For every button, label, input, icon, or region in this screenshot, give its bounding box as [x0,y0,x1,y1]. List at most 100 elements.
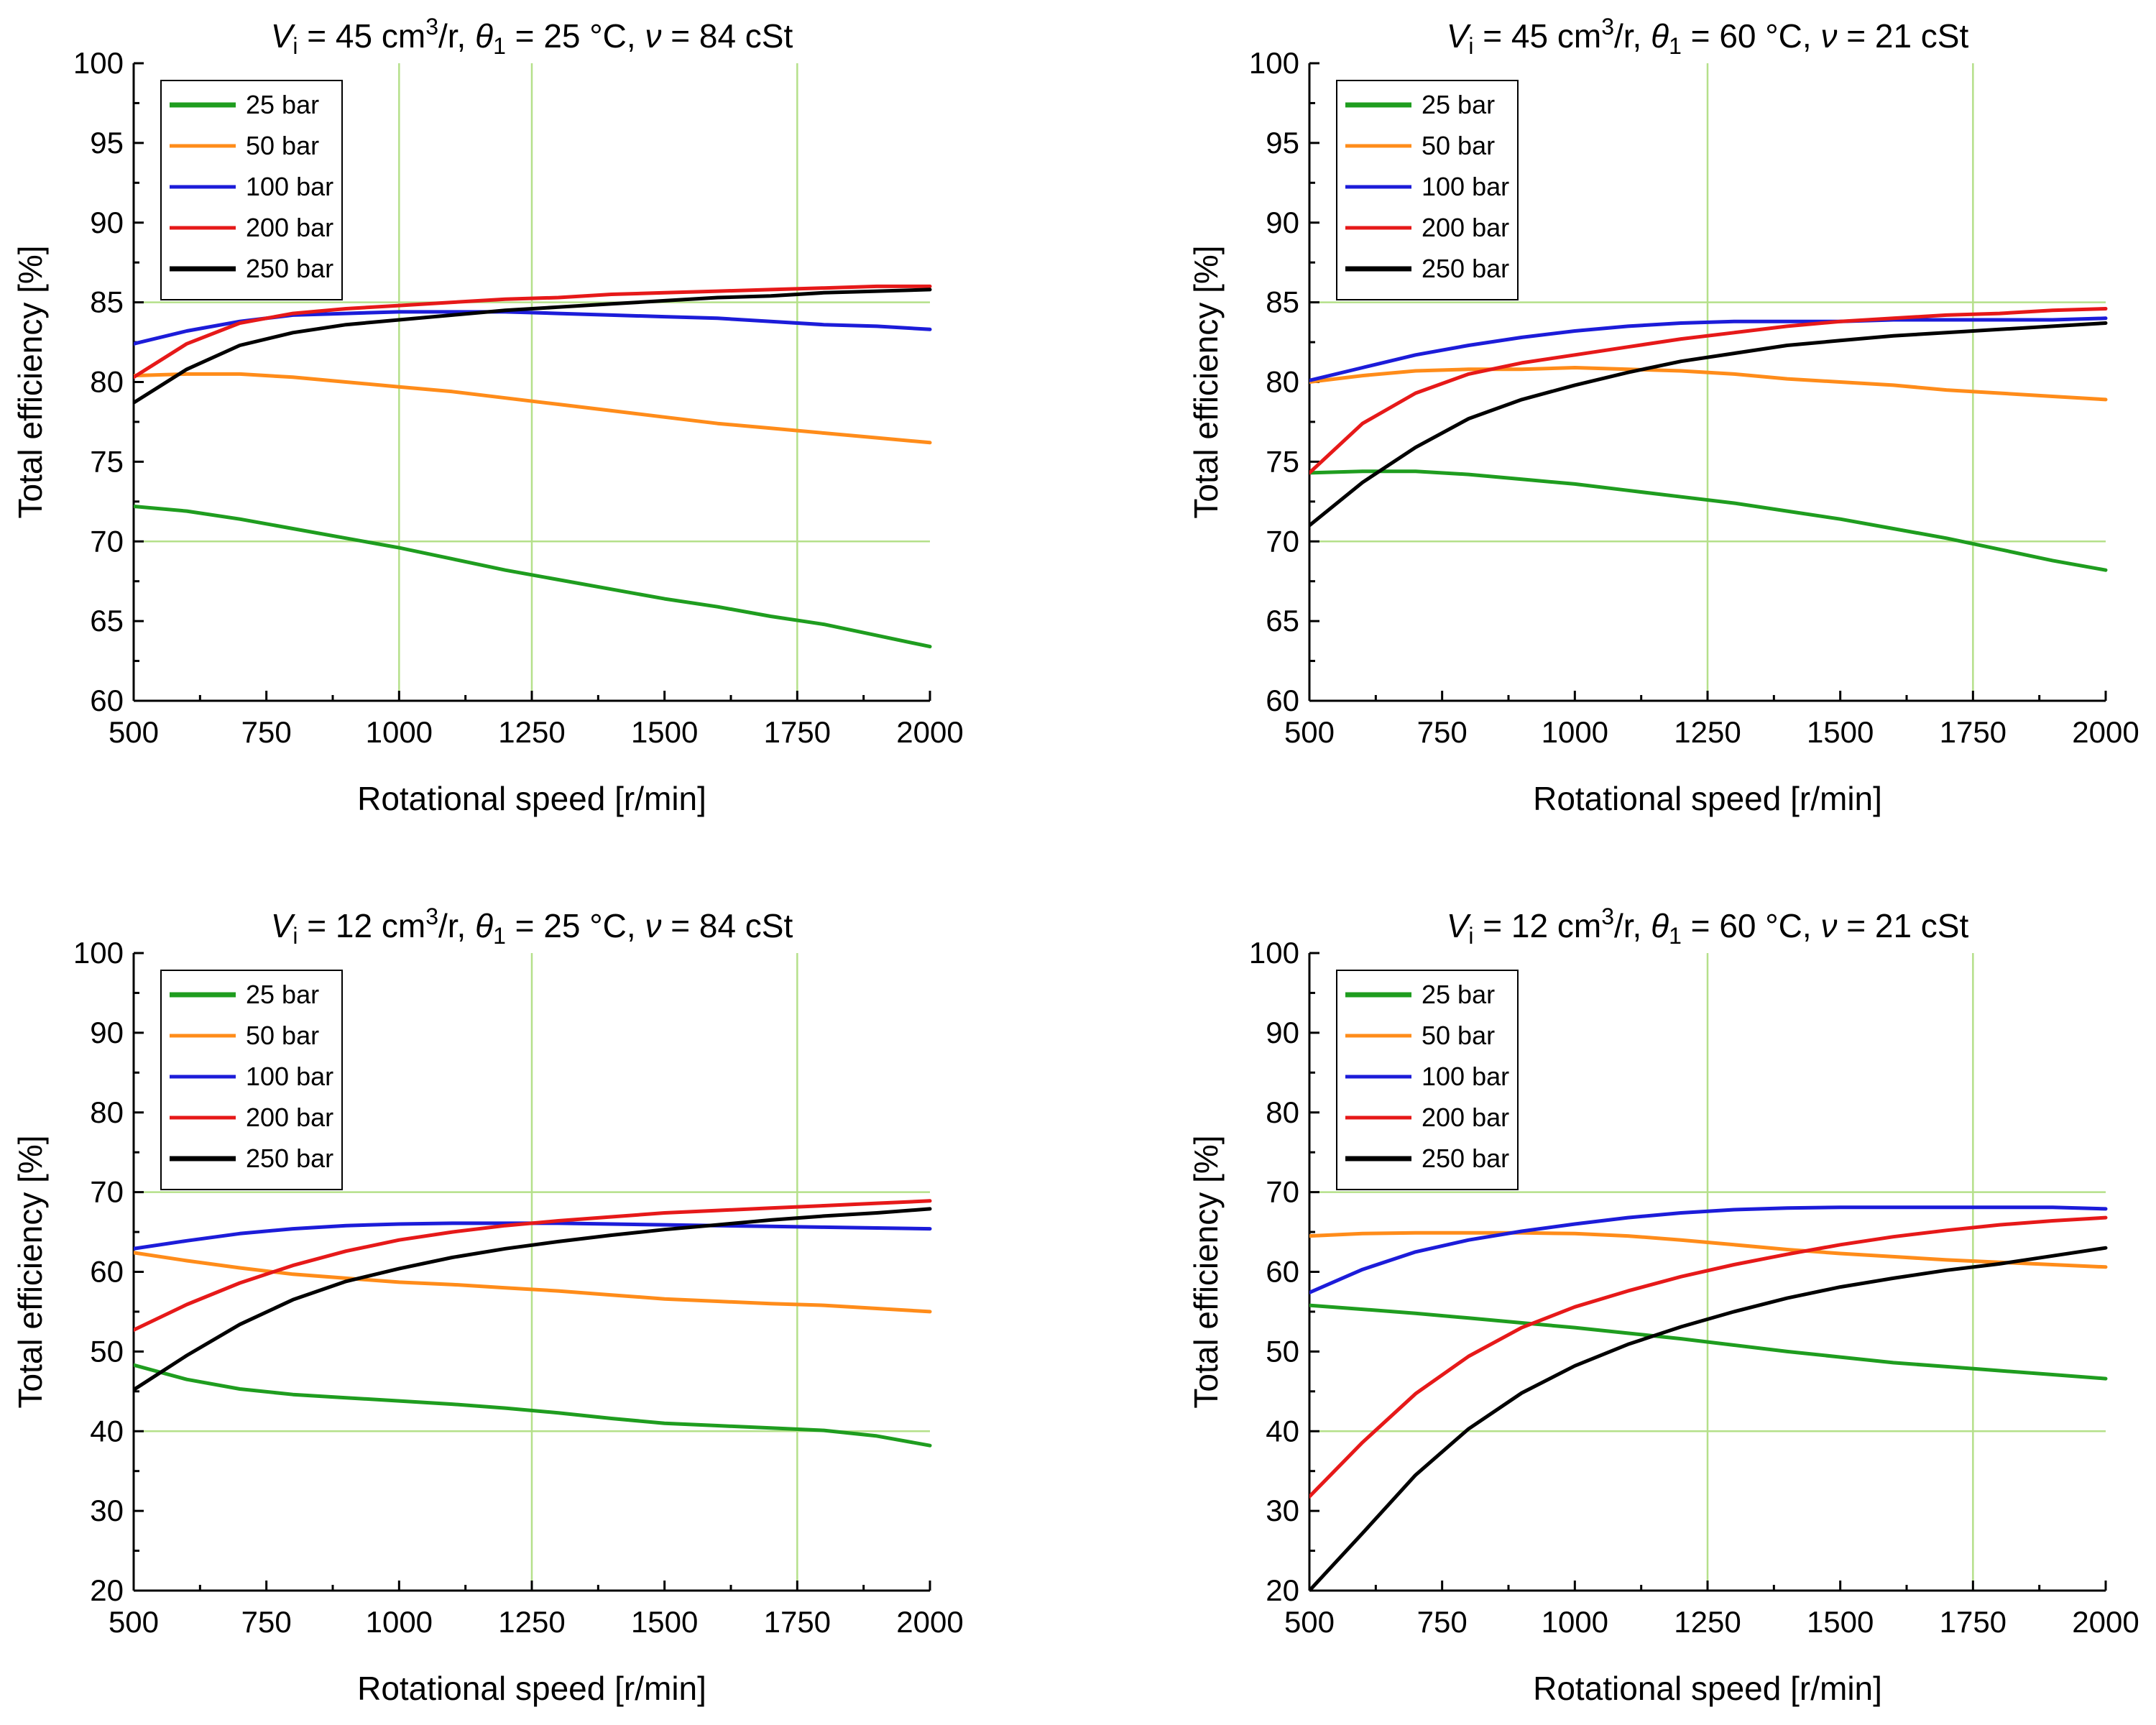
legend-label: 200 bar [1422,213,1509,242]
y-tick-label: 20 [90,1573,124,1607]
title-text: = 84 cSt [661,907,793,944]
series-line-50-bar [134,372,932,445]
x-tick-label: 1750 [764,715,831,749]
y-tick-label: 100 [1249,46,1299,80]
y-tick-label: 65 [90,604,124,638]
x-tick-label: 500 [109,1605,159,1639]
title-subscript-1: 1 [493,33,506,59]
x-tick-label: 750 [241,715,292,749]
x-tick-label: 750 [1417,715,1468,749]
title-text: /r, [438,907,475,944]
x-tick-label: 1750 [1940,715,2007,749]
title-subscript-1: 1 [493,923,506,949]
series-line-200-bar [134,284,932,380]
legend-label: 25 bar [246,980,319,1009]
y-tick-label: 70 [1266,1175,1299,1209]
y-tick-label: 100 [73,46,124,80]
title-text: = 25 °C, [506,17,645,55]
y-axis-title: Total efficiency [%] [1187,1135,1225,1408]
x-tick-label: 750 [1417,1605,1468,1639]
x-tick-label: 1500 [631,1605,698,1639]
title-symbol-theta: θ [1651,907,1669,944]
title-symbol-nu: ν [1820,17,1837,55]
legend-label: 50 bar [246,131,319,160]
x-tick-label: 1000 [366,1605,433,1639]
series-line-50-bar [134,1251,932,1314]
x-tick-label: 500 [1284,1605,1335,1639]
series-line-200-bar [134,1199,932,1332]
title-text: = 45 cm [1474,17,1602,55]
title-subscript-1: 1 [1669,33,1682,59]
y-tick-label: 70 [90,524,124,558]
title-text: = 21 cSt [1837,907,1968,944]
legend-label: 200 bar [1422,1103,1509,1132]
y-tick-label: 30 [90,1494,124,1527]
x-tick-label: 1000 [1542,1605,1608,1639]
y-tick-label: 65 [1266,604,1299,638]
y-tick-label: 90 [90,206,124,239]
series-line-250-bar [1309,321,2108,528]
x-tick-label: 2000 [2072,1605,2139,1639]
legend-label: 250 bar [1422,254,1509,283]
y-tick-label: 90 [1266,1016,1299,1049]
title-symbol-v: V [1447,907,1472,944]
x-tick-label: 1250 [1674,715,1741,749]
series-line-200-bar [1309,1215,2108,1499]
title-symbol-nu: ν [645,17,661,55]
series-line-100-bar [1309,316,2108,382]
chart-panel-4: 500 750 1000 1250 1500 1750 2000 20 30 40 50 60 70 80… [1187,903,2139,1707]
x-tick-label: 1500 [1807,715,1874,749]
legend-label: 200 bar [246,1103,333,1132]
x-tick-label: 2000 [896,715,963,749]
y-tick-label: 50 [90,1334,124,1368]
legend: 25 bar 50 bar 100 bar 200 bar 250 bar [160,80,343,300]
y-tick-label: 100 [1249,936,1299,970]
title-subscript-1: 1 [1669,923,1682,949]
y-tick-label: 20 [1266,1573,1299,1607]
title-text: = 25 °C, [506,907,645,944]
y-tick-label: 40 [90,1414,124,1448]
y-tick-label: 70 [90,1175,124,1209]
y-axis-title: Total efficiency [%] [11,1135,49,1408]
y-tick-label: 80 [90,1095,124,1129]
legend-label: 100 bar [1422,1062,1509,1091]
series-line-200-bar [1309,307,2108,475]
chart-title: Vi = 12 cm3/r, θ1 = 60 °C, ν = 21 cSt [1447,903,1969,949]
legend: 25 bar 50 bar 100 bar 200 bar 250 bar [160,970,343,1190]
x-axis-title: Rotational speed [r/min] [1533,1670,1882,1707]
title-text: = 12 cm [1474,907,1602,944]
title-text: /r, [1614,17,1651,55]
title-symbol-theta: θ [475,907,493,944]
chart-title: Vi = 12 cm3/r, θ1 = 25 °C, ν = 84 cSt [271,903,793,949]
title-subscript-i: i [292,33,298,59]
x-tick-label: 1750 [1940,1605,2007,1639]
x-tick-label: 2000 [2072,715,2139,749]
legend-label: 25 bar [1422,90,1495,119]
y-axis-title: Total efficiency [%] [1187,245,1225,518]
title-symbol-theta: θ [475,17,493,55]
x-axis-title: Rotational speed [r/min] [357,780,706,817]
chart-title: Vi = 45 cm3/r, θ1 = 25 °C, ν = 84 cSt [271,14,793,59]
legend-label: 25 bar [246,90,319,119]
chart-title: Vi = 45 cm3/r, θ1 = 60 °C, ν = 21 cSt [1447,14,1969,59]
title-symbol-nu: ν [645,907,661,944]
title-text: /r, [1614,907,1651,944]
x-axis-title: Rotational speed [r/min] [1533,780,1882,817]
y-tick-label: 80 [90,365,124,399]
x-tick-label: 1750 [764,1605,831,1639]
y-tick-label: 90 [90,1016,124,1049]
title-text: = 45 cm [298,17,426,55]
y-tick-label: 85 [90,285,124,319]
x-tick-label: 1000 [366,715,433,749]
legend-box [160,80,343,300]
y-tick-label: 90 [1266,206,1299,239]
y-tick-label: 50 [1266,1334,1299,1368]
y-axis-title: Total efficiency [%] [11,245,49,518]
title-superscript: 3 [425,903,438,929]
y-tick-label: 60 [1266,684,1299,717]
legend-label: 100 bar [1422,172,1509,201]
series-line-25-bar [1309,469,2108,572]
x-axis-title: Rotational speed [r/min] [357,1670,706,1707]
title-subscript-i: i [1468,33,1473,59]
legend-label: 100 bar [246,1062,333,1091]
